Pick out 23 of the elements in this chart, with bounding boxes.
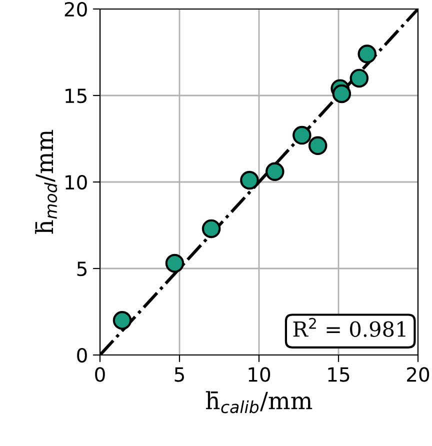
point	[240, 170, 259, 190]
point	[308, 136, 328, 156]
y-tick-label: 20	[64, 2, 87, 17]
point	[292, 126, 312, 145]
y-tick-label: 15	[66, 88, 86, 104]
y-axis-title: h̄$_{mod}$/mm	[35, 130, 58, 234]
x-tick-label: 5	[174, 367, 184, 382]
point	[165, 254, 184, 273]
point	[358, 44, 376, 64]
y-tick-label: 5	[77, 262, 86, 276]
y-tick-label: 10	[66, 174, 87, 190]
annotation: R$^{2}$ = 0.981	[293, 318, 406, 337]
point	[332, 84, 352, 104]
y-tick-label: 0	[77, 348, 87, 363]
point	[350, 68, 369, 88]
point	[266, 162, 284, 181]
x-tick-label: 15	[328, 367, 350, 382]
point	[202, 219, 221, 238]
point	[112, 311, 132, 330]
x-tick-label: 0	[95, 367, 105, 382]
x-axis-title: h̄$_{calib}$/mm	[206, 391, 312, 414]
x-tick-label: 10	[248, 367, 270, 382]
x-tick-label: 20	[407, 367, 430, 382]
